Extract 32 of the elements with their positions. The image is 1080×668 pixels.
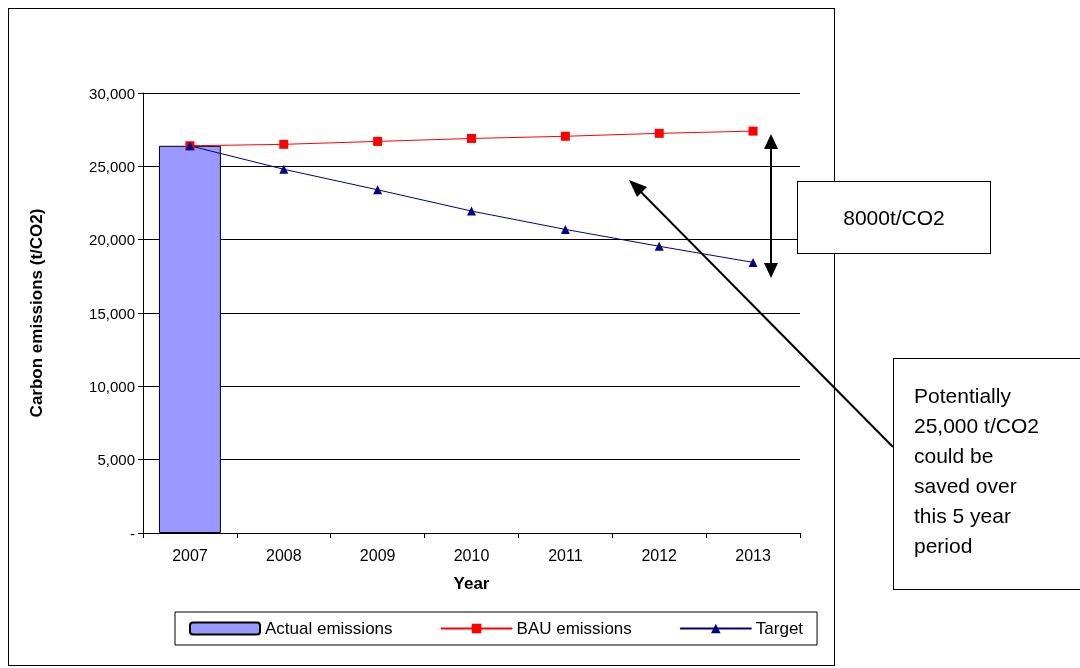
y-axis-title: Carbon emissions (t/CO2) (27, 208, 46, 418)
x-tick-label: 2008 (265, 546, 302, 564)
legend-label: BAU emissions (516, 619, 632, 638)
point (560, 224, 570, 234)
callout-box: Potentially 25,000 t/CO2 could be saved over this 5 year period (893, 358, 1080, 590)
y-tick-label: 5,000 (97, 451, 135, 469)
point (560, 131, 570, 141)
point (748, 257, 758, 267)
point (467, 133, 476, 143)
x-tick-label: 2009 (359, 546, 396, 564)
y-tick-label: 30,000 (89, 84, 135, 102)
x-axis-title: Year (453, 574, 490, 593)
y-tick-label: 25,000 (89, 157, 135, 175)
y-tick-label: 15,000 (89, 304, 135, 322)
point (279, 164, 289, 174)
x-tick-label: 2011 (548, 546, 583, 564)
point (467, 206, 476, 216)
point (654, 241, 664, 251)
y-tick-label: - (130, 524, 135, 542)
x-tick-label: 2007 (172, 546, 208, 564)
y-tick-label: 10,000 (89, 377, 135, 395)
x-tick-label: 2012 (641, 546, 678, 564)
point (279, 139, 289, 149)
legend-label: Target (755, 619, 804, 638)
x-tick-label: 2013 (735, 546, 771, 564)
point (373, 136, 383, 146)
x-tick-label: 2010 (453, 546, 490, 564)
y-tick-label: 20,000 (89, 231, 135, 249)
point (748, 126, 758, 136)
callout-box: 8000t/CO2 (797, 181, 991, 254)
point (654, 128, 664, 138)
legend-label: Actual emissions (265, 619, 393, 638)
